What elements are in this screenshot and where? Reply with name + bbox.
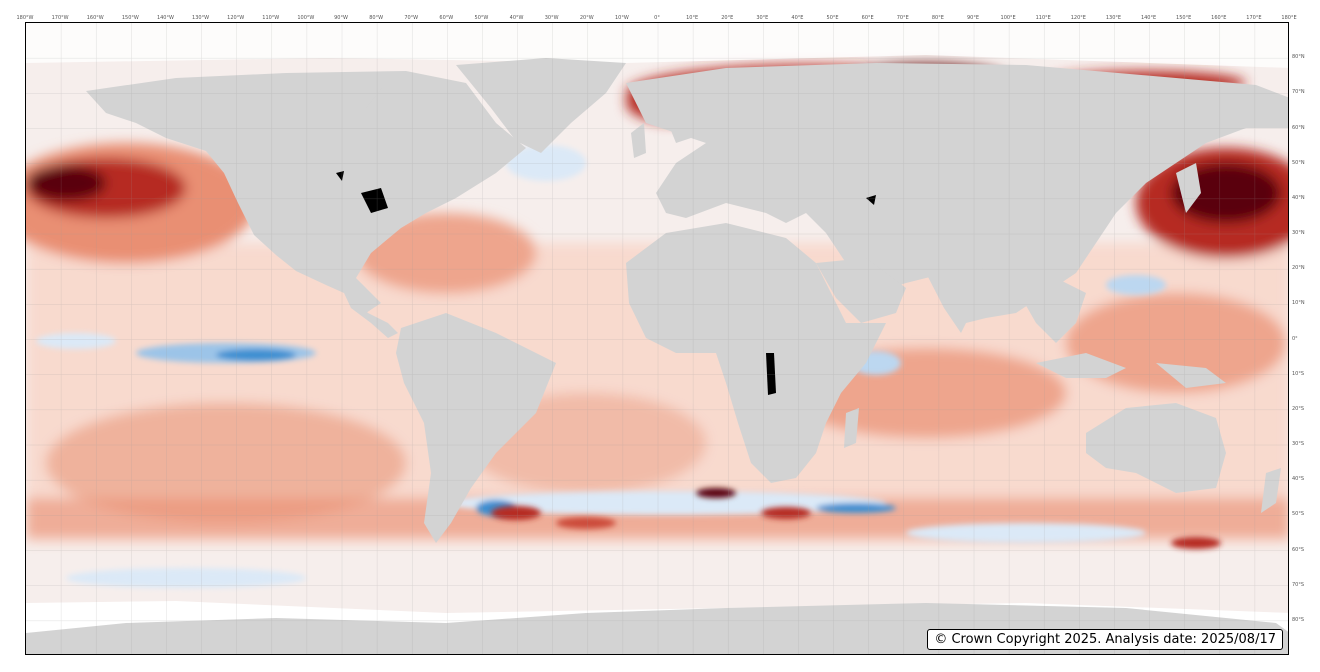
lon-tick-label: 160°W <box>86 15 104 21</box>
india <box>926 268 986 333</box>
lat-tick-label: 40°N <box>1292 194 1305 201</box>
uk <box>631 123 646 158</box>
lon-tick-label: 50°W <box>474 15 489 21</box>
lon-tick-label: 140°W <box>156 15 174 21</box>
graticule <box>26 23 1288 654</box>
indonesia <box>1036 353 1126 378</box>
arabia <box>816 258 906 323</box>
southern-ocean-extremes <box>491 488 1221 549</box>
lat-tick-label: 0° <box>1292 335 1298 342</box>
lon-tick-label: 90°W <box>334 15 348 21</box>
lon-tick-label: 20°E <box>721 15 734 21</box>
lon-tick-label: 80°W <box>369 15 384 21</box>
lon-tick-label: 80°E <box>931 15 944 21</box>
lon-tick-label: 110°W <box>262 15 280 21</box>
lon-tick-label: 30°E <box>756 15 769 21</box>
lat-tick-label: 80°S <box>1292 616 1305 623</box>
lakes <box>336 171 876 395</box>
southeast-asia <box>1016 278 1086 343</box>
lon-tick-label: 40°W <box>509 15 524 21</box>
sst-anomaly-map <box>25 22 1289 655</box>
greenland <box>456 58 626 153</box>
lat-tick-label: 70°N <box>1292 89 1305 96</box>
lon-tick-label: 140°E <box>1140 15 1157 21</box>
lat-tick-label: 30°N <box>1292 230 1305 236</box>
lon-tick-label: 10°W <box>614 15 629 21</box>
lon-tick-label: 120°E <box>1070 15 1086 21</box>
madagascar <box>844 408 859 448</box>
lon-tick-label: 170°W <box>51 15 69 21</box>
lon-tick-label: 180°E <box>1281 15 1297 21</box>
lat-tick-label: 10°N <box>1292 300 1305 307</box>
lon-tick-label: 30°W <box>544 15 559 21</box>
lon-tick-label: 40°E <box>791 15 804 21</box>
japan <box>1176 163 1201 213</box>
lat-tick-label: 10°S <box>1292 370 1305 377</box>
lon-tick-label: 150°W <box>121 15 139 21</box>
lon-tick-label: 110°E <box>1035 15 1051 21</box>
lon-tick-label: 170°E <box>1246 15 1262 21</box>
lon-tick-label: 60°E <box>861 15 874 21</box>
central-america <box>344 293 398 338</box>
lat-tick-label: 50°N <box>1292 159 1305 166</box>
scandinavia <box>656 78 726 143</box>
lon-tick-label: 180°W <box>16 15 34 21</box>
lon-tick-label: 10°E <box>686 15 699 21</box>
lon-tick-label: 60°W <box>439 15 454 21</box>
lat-tick-label: 80°N <box>1292 54 1305 61</box>
arctic-islands <box>256 78 386 113</box>
lon-tick-label: 130°W <box>192 15 210 21</box>
australia <box>1086 403 1226 493</box>
south-america <box>396 313 556 543</box>
lat-tick-label: 60°N <box>1292 124 1305 131</box>
lat-tick-label: 70°S <box>1292 581 1305 588</box>
lon-tick-label: 150°E <box>1176 15 1192 21</box>
lon-tick-label: 90°E <box>966 15 980 21</box>
europe-asia <box>626 63 1288 323</box>
lat-tick-label: 20°N <box>1292 265 1305 272</box>
lon-tick-label: 50°E <box>826 15 839 21</box>
lon-tick-label: 0° <box>654 15 660 21</box>
lon-tick-label: 70°E <box>896 15 909 21</box>
lon-tick-label: 120°W <box>227 15 245 21</box>
copyright-notice: © Crown Copyright 2025. Analysis date: 2… <box>927 629 1283 650</box>
map-canvas <box>26 23 1288 654</box>
copyright-text: © Crown Copyright 2025. Analysis date: 2… <box>934 632 1276 647</box>
lon-tick-label: 100°E <box>1000 15 1016 21</box>
new-zealand <box>1261 468 1281 513</box>
lon-tick-label: 160°E <box>1211 15 1227 21</box>
lat-tick-label: 20°S <box>1292 405 1305 412</box>
lon-tick-label: 20°W <box>579 15 594 21</box>
lon-tick-label: 100°W <box>297 15 315 21</box>
north-america <box>86 71 526 313</box>
lon-tick-label: 130°E <box>1105 15 1122 21</box>
lat-tick-label: 50°S <box>1292 511 1305 518</box>
africa <box>626 223 886 483</box>
lat-tick-label: 40°S <box>1292 476 1305 483</box>
new-guinea <box>1156 363 1226 388</box>
lat-tick-label: 60°S <box>1292 546 1305 553</box>
lat-tick-label: 30°S <box>1292 441 1305 447</box>
lon-tick-label: 70°W <box>404 15 419 21</box>
